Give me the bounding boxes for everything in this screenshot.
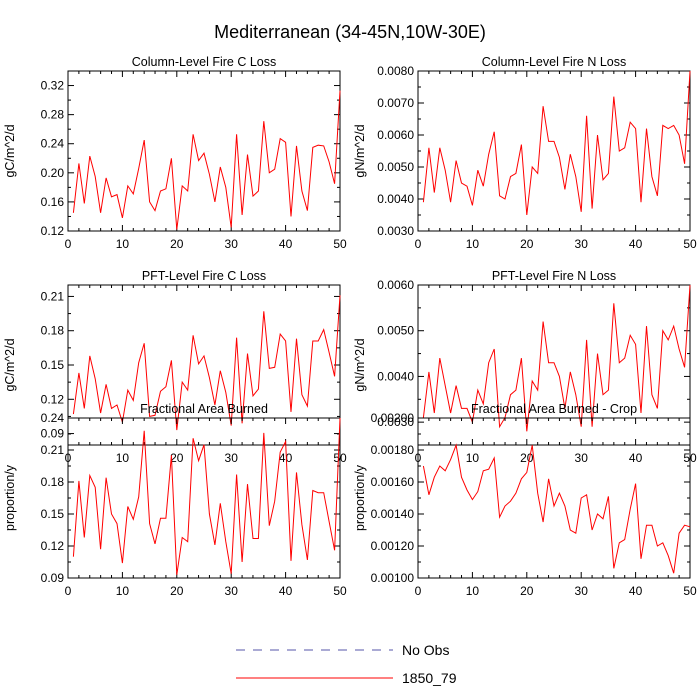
panel-2-ytick-label: 0.0060 bbox=[377, 128, 414, 142]
panel-1-ytick-label: 0.20 bbox=[41, 166, 65, 180]
panel-2-xtick-label: 50 bbox=[683, 237, 697, 251]
panel-3-ytick-label: 0.09 bbox=[41, 427, 65, 441]
panel-5-ytick-label: 0.18 bbox=[41, 475, 65, 489]
panel-6-xtick-label: 40 bbox=[629, 584, 643, 598]
panel-4-title: PFT-Level Fire N Loss bbox=[492, 269, 616, 283]
panel-3-ytick-label: 0.12 bbox=[41, 392, 65, 406]
panel-1-series-line bbox=[72, 90, 341, 230]
panel-5-ytick-label: 0.12 bbox=[41, 539, 65, 553]
panel-6-xtick-label: 10 bbox=[466, 584, 480, 598]
panel-5-xtick-label: 50 bbox=[333, 584, 347, 598]
panel-5-xtick-label: 20 bbox=[170, 584, 184, 598]
panel-6-ylabel: proportion/y bbox=[353, 464, 367, 531]
panel-3-ylabel: gC/m^2/d bbox=[3, 338, 17, 391]
panel-5-series-line bbox=[72, 417, 341, 575]
panel-6-ytick-label: 0.00100 bbox=[371, 571, 415, 585]
panel-2-ytick-label: 0.0030 bbox=[377, 224, 414, 238]
panel-5-ytick-label: 0.21 bbox=[41, 443, 65, 457]
panel-4-xtick-label: 30 bbox=[575, 451, 589, 465]
panel-3-series-line bbox=[72, 295, 341, 431]
panel-4-ylabel: gN/m^2/d bbox=[353, 338, 367, 391]
panel-1-frame bbox=[67, 70, 341, 232]
panel-5-xtick-label: 30 bbox=[225, 584, 239, 598]
panel-2-xtick-label: 0 bbox=[415, 237, 422, 251]
panel-1-xtick-label: 20 bbox=[170, 237, 184, 251]
panel-6-ytick-label: 0.00180 bbox=[371, 443, 415, 457]
panel-1-ytick-label: 0.28 bbox=[41, 108, 65, 122]
panel-6-xtick-label: 50 bbox=[683, 584, 697, 598]
legend-label-1: No Obs bbox=[402, 642, 449, 658]
panel-2-title: Column-Level Fire N Loss bbox=[482, 55, 627, 69]
panel-2-ytick-label: 0.0070 bbox=[377, 96, 414, 110]
panel-5-ytick-label: 0.15 bbox=[41, 507, 65, 521]
panel-1-xtick-label: 40 bbox=[279, 237, 293, 251]
panel-4-xtick-label: 10 bbox=[466, 451, 480, 465]
panel-3-xtick-label: 40 bbox=[279, 451, 293, 465]
panel-1-ytick-label: 0.12 bbox=[41, 224, 65, 238]
panel-2-xtick-label: 30 bbox=[575, 237, 589, 251]
legend-label-2: 1850_79 bbox=[402, 670, 457, 686]
panel-4-series-line bbox=[422, 284, 691, 432]
panel-2-xtick-label: 20 bbox=[520, 237, 534, 251]
panel-6-ytick-label: 0.00160 bbox=[371, 475, 415, 489]
panel-6-xtick-label: 30 bbox=[575, 584, 589, 598]
panel-4-ytick-label: 0.0050 bbox=[377, 324, 414, 338]
panel-4-frame bbox=[417, 284, 691, 446]
panel-1-ylabel: gC/m^2/d bbox=[3, 124, 17, 177]
panel-3-xtick-label: 30 bbox=[225, 451, 239, 465]
panel-6-title: Fractional Area Burned - Crop bbox=[471, 402, 637, 416]
panel-1-ytick-label: 0.24 bbox=[41, 137, 65, 151]
panel-5-ytick-label: 0.24 bbox=[41, 411, 65, 425]
panel-2-xtick-label: 10 bbox=[466, 237, 480, 251]
panel-2-ytick-label: 0.0050 bbox=[377, 160, 414, 174]
panel-4-xtick-label: 40 bbox=[629, 451, 643, 465]
panel-5-xtick-label: 10 bbox=[116, 584, 130, 598]
panel-3-xtick-label: 20 bbox=[170, 451, 184, 465]
panel-5-ytick-label: 0.09 bbox=[41, 571, 65, 585]
panel-6-ytick-label: 0.00120 bbox=[371, 539, 415, 553]
panel-4-ytick-label: 0.0030 bbox=[377, 415, 414, 429]
panel-1-xtick-label: 50 bbox=[333, 237, 347, 251]
panel-6-series-line bbox=[422, 443, 691, 574]
panel-5-ylabel: proportion/y bbox=[3, 464, 17, 531]
panel-3-ytick-label: 0.15 bbox=[41, 358, 65, 372]
panel-1-ytick-label: 0.16 bbox=[41, 195, 65, 209]
panel-1-xtick-label: 10 bbox=[116, 237, 130, 251]
panel-6-ytick-label: 0.00200 bbox=[371, 411, 415, 425]
panel-2-ytick-label: 0.0040 bbox=[377, 192, 414, 206]
panel-2-xtick-label: 40 bbox=[629, 237, 643, 251]
panel-1-xtick-label: 30 bbox=[225, 237, 239, 251]
panel-2-series-line bbox=[422, 70, 691, 216]
panel-6-frame bbox=[417, 417, 691, 579]
panel-6-ytick-label: 0.00140 bbox=[371, 507, 415, 521]
panel-2-ylabel: gN/m^2/d bbox=[353, 124, 367, 177]
chart-main-title: Mediterranean (34-45N,10W-30E) bbox=[214, 22, 486, 42]
panel-6-xtick-label: 0 bbox=[415, 584, 422, 598]
panel-2-ytick-label: 0.0080 bbox=[377, 64, 414, 78]
panel-3-title: PFT-Level Fire C Loss bbox=[142, 269, 266, 283]
panel-4-ytick-label: 0.0060 bbox=[377, 278, 414, 292]
panel-1-xtick-label: 0 bbox=[65, 237, 72, 251]
panel-3-ytick-label: 0.21 bbox=[41, 289, 65, 303]
panel-1-ytick-label: 0.32 bbox=[41, 79, 65, 93]
panel-5-xtick-label: 40 bbox=[279, 584, 293, 598]
panel-3-xtick-label: 10 bbox=[116, 451, 130, 465]
panel-5-xtick-label: 0 bbox=[65, 584, 72, 598]
panel-4-ytick-label: 0.0040 bbox=[377, 369, 414, 383]
panel-1-title: Column-Level Fire C Loss bbox=[132, 55, 277, 69]
panel-3-ytick-label: 0.18 bbox=[41, 324, 65, 338]
panel-6-xtick-label: 20 bbox=[520, 584, 534, 598]
panel-4-xtick-label: 20 bbox=[520, 451, 534, 465]
panel-5-title: Fractional Area Burned bbox=[140, 402, 268, 416]
